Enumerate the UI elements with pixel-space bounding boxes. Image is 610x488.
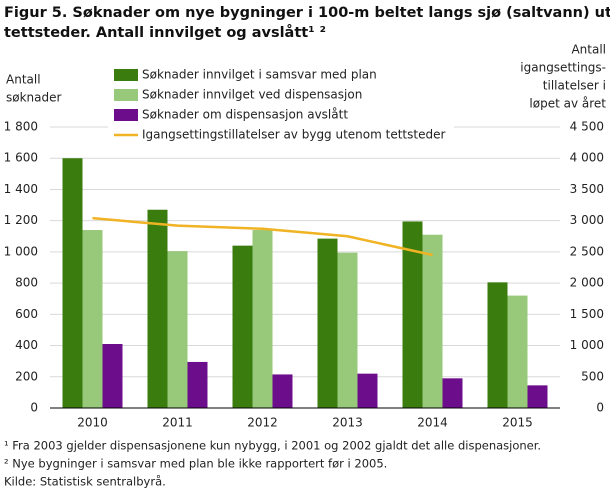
bar <box>232 245 253 408</box>
chart-title-line1: Figur 5. Søknader om nye bygninger i 100… <box>4 5 610 41</box>
bar <box>147 209 168 408</box>
y2-tick-label: 2 000 <box>570 276 604 290</box>
y-axis-label: Antall <box>6 73 41 87</box>
x-tick-label: 2011 <box>162 416 193 430</box>
y-tick-label: 400 <box>15 338 38 352</box>
y-tick-label: 1 800 <box>4 120 38 134</box>
y-axis-label: søknader <box>6 91 62 105</box>
y2-tick-label: 500 <box>581 369 604 383</box>
bar <box>422 234 443 408</box>
y-tick-label: 1 000 <box>4 244 38 258</box>
bar <box>272 374 293 408</box>
x-tick-label: 2012 <box>247 416 278 430</box>
x-tick-label: 2015 <box>502 416 533 430</box>
y2-axis-label: Antall <box>571 43 606 57</box>
legend-box <box>108 64 454 146</box>
bar <box>402 221 423 408</box>
bar <box>167 251 188 408</box>
y-tick-label: 0 <box>30 401 38 415</box>
bar <box>187 361 208 408</box>
legend-swatch <box>114 69 138 81</box>
y-tick-label: 200 <box>15 369 38 383</box>
footnote: Kilde: Statistisk sentralbyrå. <box>4 475 166 488</box>
bar <box>252 230 273 408</box>
y-tick-label: 1 600 <box>4 151 38 165</box>
bar <box>357 373 378 408</box>
y2-tick-label: 2 500 <box>570 244 604 258</box>
legend-label: Søknader innvilget ved dispensasjon <box>142 88 362 102</box>
bar <box>487 282 508 408</box>
legend-swatch <box>114 109 138 121</box>
y2-axis-label: igangsettings- <box>520 61 606 75</box>
bar <box>442 378 463 408</box>
legend-label: Søknader innvilget i samsvar med plan <box>142 68 377 82</box>
y-tick-label: 600 <box>15 307 38 321</box>
y2-tick-label: 3 000 <box>570 213 604 227</box>
line <box>92 216 433 257</box>
footnote: ¹ Fra 2003 gjelder dispensasjonene kun n… <box>4 439 541 453</box>
legend-swatch <box>114 89 138 101</box>
y2-axis-label: tillatelser i <box>543 79 606 93</box>
x-tick-label: 2010 <box>77 416 108 430</box>
y2-tick-label: 1 000 <box>570 338 604 352</box>
y2-tick-label: 3 500 <box>570 182 604 196</box>
y-tick-label: 800 <box>15 276 38 290</box>
y2-tick-label: 1 500 <box>570 307 604 321</box>
title-part: Figur 5. Søknader om nye bygninger i 100… <box>4 5 610 21</box>
y2-tick-label: 0 <box>596 401 604 415</box>
x-tick-label: 2013 <box>332 416 363 430</box>
bar <box>317 238 338 408</box>
bar <box>62 158 83 408</box>
x-tick-label: 2014 <box>417 416 448 430</box>
bar <box>507 295 528 408</box>
legend-label: Igangsettingstillatelser av bygg utenom … <box>142 128 445 142</box>
legend-label: Søknader om dispensasjon avslått <box>142 108 348 122</box>
bar <box>337 252 358 408</box>
y-tick-label: 1 400 <box>4 182 38 196</box>
y2-axis-label: løpet av året <box>529 97 606 111</box>
bar <box>82 230 103 408</box>
bar <box>527 385 548 408</box>
title-part: tettsteder. Antall innvilget og avslått¹… <box>4 24 326 41</box>
y-tick-label: 1 200 <box>4 213 38 227</box>
bar <box>102 343 123 408</box>
y2-tick-label: 4 000 <box>570 151 604 165</box>
y2-tick-label: 4 500 <box>570 120 604 134</box>
footnote: ² Nye bygninger i samsvar med plan ble i… <box>4 457 387 471</box>
